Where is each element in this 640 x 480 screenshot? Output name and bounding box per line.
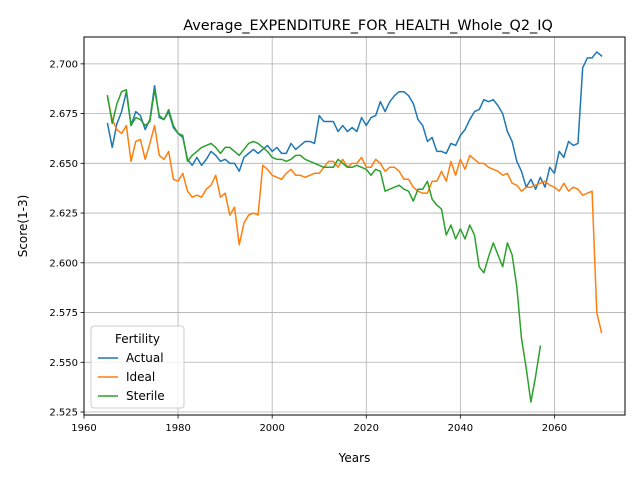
legend-label-actual: Actual — [126, 351, 164, 365]
y-axis: 2.525 2.550 2.575 2.600 2.625 2.650 2.675 2.700 — [49, 59, 84, 419]
y-tick-label: 2.675 — [49, 109, 78, 120]
x-tick-label: 2000 — [259, 423, 284, 434]
y-axis-label: Score(1-3) — [16, 195, 30, 258]
legend-box — [90, 325, 185, 409]
grid-lines — [83, 37, 625, 415]
y-tick-label: 2.600 — [49, 258, 78, 269]
y-tick-label: 2.550 — [49, 358, 78, 369]
y-tick-label: 2.625 — [49, 209, 78, 220]
x-axis-label: Years — [338, 451, 371, 465]
x-tick-label: 2040 — [448, 423, 473, 434]
chart-title: Average_EXPENDITURE_FOR_HEALTH_Whole_Q2_… — [183, 18, 553, 34]
legend-label-ideal: Ideal — [126, 370, 155, 384]
legend-entries: Actual Ideal Sterile — [98, 351, 165, 403]
legend-title: Fertility — [115, 332, 160, 346]
series-lines — [106, 51, 603, 403]
series-line-sterile — [106, 88, 542, 403]
legend: Fertility Actual Ideal Sterile — [90, 325, 185, 409]
series-line-actual — [106, 51, 603, 190]
plot-frame — [83, 36, 626, 416]
x-tick-label: 1980 — [165, 423, 190, 434]
x-tick-label: 1960 — [71, 423, 96, 434]
y-tick-label: 2.650 — [49, 159, 78, 170]
y-tick-label: 2.525 — [49, 408, 78, 419]
x-tick-label: 2020 — [354, 423, 379, 434]
series-line-ideal — [106, 96, 603, 334]
y-tick-label: 2.700 — [49, 59, 78, 70]
y-tick-label: 2.575 — [49, 308, 78, 319]
legend-label-sterile: Sterile — [126, 389, 165, 403]
x-axis: 1960 1980 2000 2020 2040 2060 — [71, 415, 567, 434]
x-tick-label: 2060 — [542, 423, 567, 434]
